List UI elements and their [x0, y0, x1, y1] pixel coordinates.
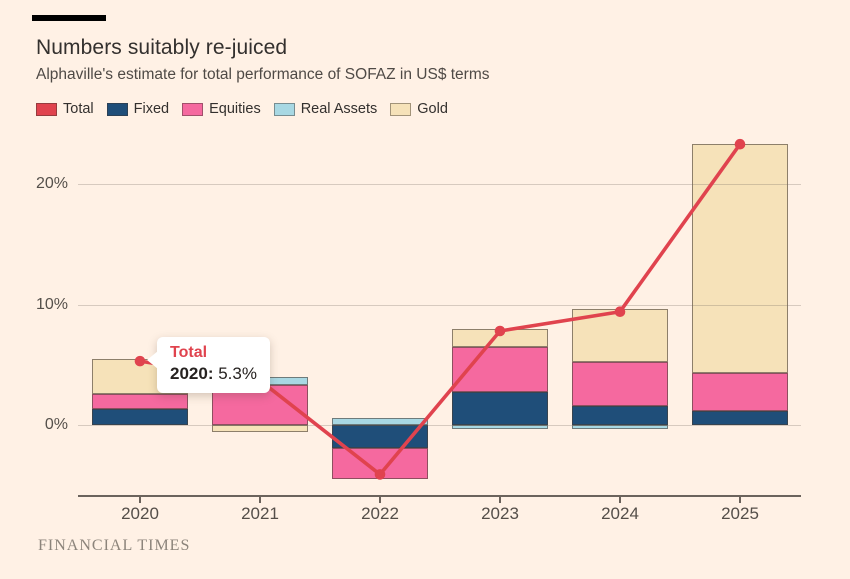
bar-2023-real-assets[interactable]	[452, 425, 548, 429]
x-tick-2025	[739, 497, 741, 503]
gridline-10	[78, 304, 801, 306]
total-dot-2024[interactable]	[614, 306, 626, 318]
x-tick-label-2025: 2025	[721, 504, 759, 523]
legend-label-fixed: Fixed	[133, 101, 170, 117]
bar-2024-equities[interactable]	[572, 362, 668, 406]
legend-item-total: Total	[36, 101, 94, 117]
x-tick-2021	[259, 497, 261, 503]
chart-title: Numbers suitably re-juiced	[36, 36, 288, 59]
x-tick-label-2020: 2020	[121, 504, 159, 523]
legend-swatch-real-assets	[273, 102, 295, 116]
legend-swatch-gold	[390, 102, 412, 116]
y-tick-label-10: 10%	[35, 295, 68, 313]
total-line	[139, 143, 742, 477]
bar-2024-real-assets[interactable]	[572, 425, 668, 429]
footer-brand: FINANCIAL TIMES	[38, 537, 191, 554]
x-tick-label-2021: 2021	[241, 504, 279, 523]
gridline-20	[78, 184, 801, 185]
legend-item-real-assets: Real Assets	[273, 101, 378, 117]
bar-2023-fixed[interactable]	[452, 392, 548, 425]
x-axis-line	[78, 495, 801, 497]
legend-label-total: Total	[63, 101, 94, 117]
bar-2020-fixed[interactable]	[92, 409, 188, 425]
legend-swatch-equities	[182, 102, 204, 116]
legend: Total Fixed Equities Real Assets Gold	[36, 101, 448, 117]
legend-swatch-fixed	[106, 102, 128, 116]
total-dot-2023[interactable]	[494, 325, 506, 337]
chart-subtitle: Alphaville's estimate for total performa…	[36, 66, 490, 83]
bar-2025-fixed[interactable]	[692, 411, 788, 425]
x-tick-label-2023: 2023	[481, 504, 519, 523]
tooltip: Total 2020: 5.3%	[147, 337, 270, 393]
y-tick-label-20: 20%	[35, 175, 68, 192]
legend-swatch-total	[36, 102, 57, 116]
total-dot-2025[interactable]	[734, 138, 746, 150]
bar-2025-gold[interactable]	[692, 143, 788, 373]
tooltip-pointer-icon	[147, 351, 158, 369]
bar-2022-real-assets[interactable]	[332, 418, 428, 425]
legend-item-gold: Gold	[390, 101, 448, 117]
tooltip-series-label: Total	[170, 344, 208, 361]
legend-label-real-assets: Real Assets	[300, 101, 378, 117]
tooltip-year-label: 2020:	[170, 364, 214, 383]
tooltip-value: 5.3%	[218, 364, 257, 383]
x-tick-2022	[379, 497, 381, 503]
tooltip-value-line: 2020: 5.3%	[170, 364, 257, 384]
x-tick-2020	[139, 497, 141, 503]
total-dot-2022[interactable]	[374, 469, 386, 480]
bar-2024-fixed[interactable]	[572, 405, 668, 425]
x-tick-label-2024: 2024	[601, 504, 639, 523]
top-accent-bar	[32, 15, 106, 21]
plot-area	[78, 130, 801, 503]
gridline-0	[78, 425, 801, 426]
total-dot-2020[interactable]	[134, 355, 146, 367]
legend-label-equities: Equities	[209, 101, 261, 117]
x-tick-label-2022: 2022	[361, 504, 399, 523]
bar-2025-equities[interactable]	[692, 372, 788, 412]
y-tick-label-0: 0%	[44, 416, 68, 433]
bar-2020-equities[interactable]	[92, 394, 188, 410]
legend-item-fixed: Fixed	[106, 101, 170, 117]
total-line-layer	[134, 138, 746, 480]
legend-label-gold: Gold	[417, 101, 448, 117]
x-tick-2024	[619, 497, 621, 503]
x-tick-2023	[499, 497, 501, 503]
bar-2021-gold[interactable]	[212, 425, 308, 432]
legend-item-equities: Equities	[182, 101, 261, 117]
